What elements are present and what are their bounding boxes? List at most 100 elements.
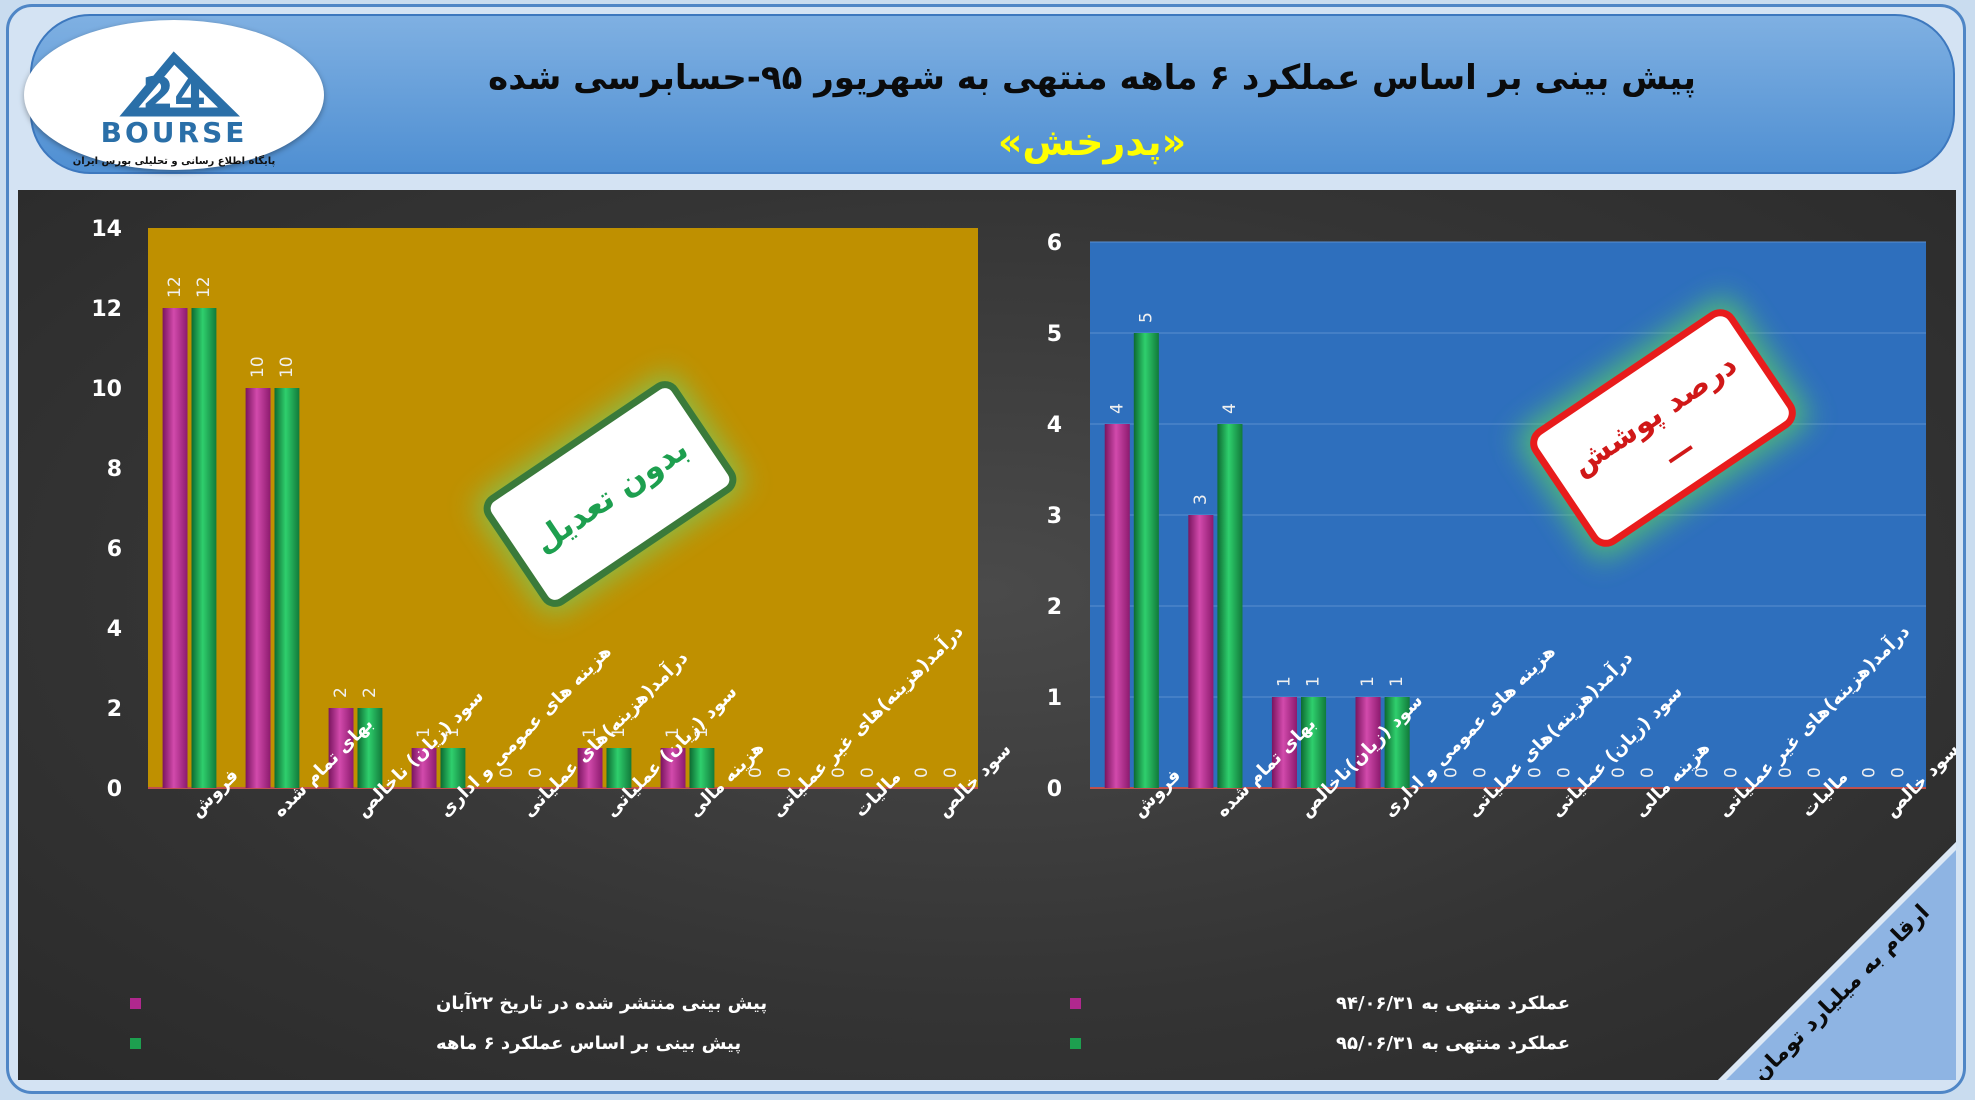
left-ytick-7: 14	[91, 217, 122, 242]
right-ytick-6: 6	[1047, 231, 1062, 256]
right-data-label-1-s1: 4	[1220, 403, 1240, 414]
right-bar-1-s0	[1188, 515, 1214, 788]
left-data-label-2-s0: 2	[331, 687, 351, 698]
left-bar-5-s0	[577, 748, 603, 788]
left-bar-1-s1	[274, 388, 300, 788]
left-legend-swatch-b	[130, 1038, 141, 1049]
left-data-label-9-s1: 0	[941, 767, 961, 778]
right-data-label-0-s0: 4	[1107, 403, 1127, 414]
right-ytick-1: 1	[1047, 686, 1062, 711]
right-ytick-2: 2	[1047, 595, 1062, 620]
right-bar-0-s1	[1133, 333, 1159, 788]
left-bar-5-s1	[606, 748, 632, 788]
no-adjustment-stamp: بدون تعدیل	[476, 374, 744, 614]
right-bar-2-s1	[1301, 697, 1327, 788]
right-y-ticks: 0 1 2 3 4 5 6	[1047, 231, 1062, 802]
logo-mark-icon: 24	[119, 51, 241, 121]
left-bar-0-s0	[162, 308, 188, 788]
left-data-label-1-s1: 10	[277, 356, 297, 378]
left-data-label-6-s0: 1	[663, 727, 683, 738]
left-data-label-5-s1: 1	[609, 727, 629, 738]
right-data-label-6-s1: 0	[1638, 767, 1658, 778]
left-data-label-0-s1: 12	[194, 276, 214, 298]
logo-word: BOURSE	[100, 116, 248, 149]
right-bar-0-s0	[1104, 424, 1130, 788]
right-ytick-5: 5	[1047, 322, 1062, 347]
left-legend-swatch-a	[130, 998, 141, 1009]
unit-ribbon: ارقام به میلیارد تومان	[1718, 842, 1956, 1080]
header-banner: پیش بینی بر اساس عملکرد ۶ ماهه منتهی به …	[30, 14, 1955, 174]
right-ytick-0: 0	[1047, 777, 1062, 802]
right-bar-3-s0	[1355, 697, 1381, 788]
right-data-label-9-s0: 0	[1860, 767, 1880, 778]
left-legend-b: پیش بینی بر اساس عملکرد ۶ ماهه	[436, 1033, 741, 1054]
logo-number: 24	[142, 67, 206, 121]
right-data-label-5-s1: 0	[1554, 767, 1574, 778]
left-bar-0-s1	[191, 308, 217, 788]
right-data-label-3-s1: 1	[1387, 676, 1407, 687]
left-ytick-1: 2	[107, 697, 122, 722]
coverage-stamp: درصد پوشش —	[1517, 296, 1809, 560]
left-ytick-6: 12	[91, 297, 122, 322]
left-legend-a: پیش بینی منتشر شده در تاریخ ۲۲آبان	[436, 991, 767, 1014]
left-y-ticks: 0 2 4 6 8 10 12 14	[91, 217, 122, 802]
right-data-label-2-s0: 1	[1274, 676, 1294, 687]
left-data-label-2-s1: 2	[360, 687, 380, 698]
left-data-label-5-s0: 1	[580, 727, 600, 738]
left-ytick-4: 8	[107, 457, 122, 482]
right-data-label-2-s1: 1	[1304, 676, 1324, 687]
left-data-label-3-s0: 1	[414, 727, 434, 738]
right-ytick-4: 4	[1047, 413, 1062, 438]
left-ytick-5: 10	[91, 377, 122, 402]
left-ytick-2: 4	[107, 617, 122, 642]
left-data-label-7-s0: 0	[746, 767, 766, 778]
left-bar-1-s0	[245, 388, 271, 788]
right-data-label-6-s0: 0	[1609, 767, 1629, 778]
right-bar-1-s1	[1217, 424, 1243, 788]
right-data-label-0-s1: 5	[1136, 312, 1156, 323]
right-data-label-7-s1: 0	[1722, 767, 1742, 778]
right-legend-swatch-a	[1070, 998, 1081, 1009]
left-data-label-7-s1: 0	[775, 767, 795, 778]
right-ytick-3: 3	[1047, 504, 1062, 529]
left-bar-3-s1	[440, 748, 466, 788]
company-name: «پدرخش»	[997, 120, 1187, 164]
charts-panel: 0 2 4 6 8 10 12 14 12 12 10 10 2 2 1 1 0 0 1 1 1 1 0 0 0 0 0 0 فرو…	[18, 190, 1956, 1080]
left-ytick-3: 6	[107, 537, 122, 562]
left-data-label-8-s1: 0	[858, 767, 878, 778]
right-data-label-1-s0: 3	[1191, 494, 1211, 505]
left-data-label-1-s0: 10	[248, 356, 268, 378]
right-legend-a: عملکرد منتهی به ۹۴/۰۶/۳۱	[1336, 993, 1570, 1014]
left-data-label-8-s0: 0	[829, 767, 849, 778]
right-legend-b: عملکرد منتهی به ۹۵/۰۶/۳۱	[1336, 1033, 1570, 1054]
right-legend-swatch-b	[1070, 1038, 1081, 1049]
right-data-label-5-s0: 0	[1525, 767, 1545, 778]
left-data-label-4-s0: 0	[497, 767, 517, 778]
right-bar-3-s1	[1384, 697, 1410, 788]
left-bar-2-s0	[328, 708, 354, 788]
right-data-label-8-s0: 0	[1776, 767, 1796, 778]
left-bar-6-s1	[689, 748, 715, 788]
right-bar-2-s0	[1271, 697, 1297, 788]
right-data-label-9-s1: 0	[1889, 767, 1909, 778]
page-title: پیش بینی بر اساس عملکرد ۶ ماهه منتهی به …	[488, 58, 1696, 98]
left-ytick-0: 0	[107, 777, 122, 802]
logo-tagline: پایگاه اطلاع رسانی و تحلیلی بورس ایران	[72, 156, 276, 167]
right-data-label-3-s0: 1	[1358, 676, 1378, 687]
left-bar-6-s0	[660, 748, 686, 788]
left-data-label-3-s1: 1	[443, 727, 463, 738]
left-legend: پیش بینی منتشر شده در تاریخ ۲۲آبان پیش ب…	[130, 991, 767, 1054]
right-data-label-8-s1: 0	[1805, 767, 1825, 778]
right-data-label-4-s1: 0	[1471, 767, 1491, 778]
left-data-label-9-s0: 0	[912, 767, 932, 778]
right-data-label-7-s0: 0	[1692, 767, 1712, 778]
left-data-label-4-s1: 0	[526, 767, 546, 778]
left-bar-2-s1	[357, 708, 383, 788]
left-bar-3-s0	[411, 748, 437, 788]
bourse24-logo: 24 BOURSE پایگاه اطلاع رسانی و تحلیلی بو…	[24, 20, 324, 170]
right-legend: عملکرد منتهی به ۹۴/۰۶/۳۱ عملکرد منتهی به…	[1070, 993, 1570, 1054]
right-data-label-4-s0: 0	[1442, 767, 1462, 778]
